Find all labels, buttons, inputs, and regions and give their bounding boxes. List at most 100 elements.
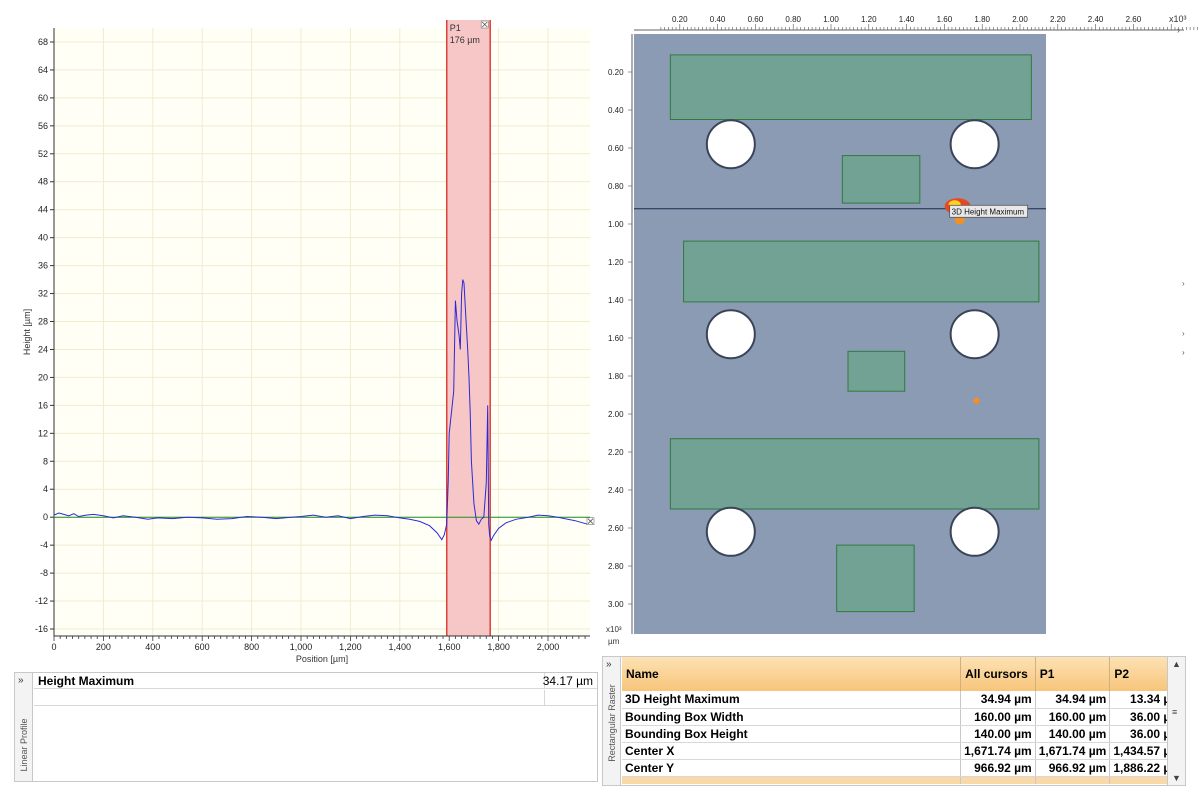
y-tick-label: 4 — [43, 484, 48, 494]
raster-tab-label: Rectangular Raster — [607, 684, 617, 762]
cursor-close-icon[interactable] — [480, 20, 489, 29]
analysis-region[interactable] — [841, 155, 921, 204]
x-tick-label: 1,600 — [438, 642, 461, 652]
x-tick-label: 1,800 — [487, 642, 510, 652]
y-tick-label: 20 — [38, 372, 48, 382]
surface-hole — [949, 119, 1000, 170]
row-cell-empty — [1035, 776, 1111, 784]
y-tick-label: 0.80 — [608, 182, 624, 191]
table-row[interactable]: Center Y 966.92 µm 966.92 µm 1,886.22 µm — [622, 759, 1185, 777]
surface-hole — [705, 506, 756, 557]
y-tick-label: -16 — [35, 624, 48, 634]
x-tick-label: 2.40 — [1088, 15, 1104, 24]
left-ruler: 0.20 0.40 0.60 0.80 1.00 1.20 1.40 1.60 1.80 2.00… — [608, 34, 633, 634]
edge-handle-icon[interactable]: › — [1182, 329, 1185, 338]
results-scrollbar[interactable]: ▲ ≡ ▼ — [1167, 657, 1185, 785]
header-name[interactable]: Name — [622, 657, 962, 691]
results-table: Name All cursors P1 P2 3D Height Maximum… — [622, 657, 1185, 784]
analysis-region[interactable] — [847, 350, 906, 392]
scroll-up-icon[interactable]: ▲ — [1172, 659, 1181, 669]
y-tick-label: 64 — [38, 65, 48, 75]
ruler-end-handle-icon[interactable]: › — [1177, 25, 1180, 35]
profile-chart[interactable]: 686460565248444036322824201612840-4-8-12… — [0, 0, 598, 672]
x-tick-label: 0 — [51, 642, 56, 652]
x-tick-label: 1.20 — [861, 15, 877, 24]
analysis-region[interactable] — [836, 544, 915, 613]
y-tick-label: 3.00 — [608, 600, 624, 609]
analysis-region[interactable] — [669, 438, 1040, 510]
x-tick-label: 1.80 — [974, 15, 990, 24]
x-tick-label: 2.00 — [1012, 15, 1028, 24]
x-tick-label: 600 — [195, 642, 210, 652]
linear-profile-results: » Linear Profile Height Maximum 34.17 µm — [14, 672, 598, 782]
x-tick-label: 400 — [145, 642, 160, 652]
row-all-cursors: 140.00 µm — [960, 725, 1036, 743]
y-tick-label: 0 — [43, 512, 48, 522]
y-tick-label: 52 — [38, 149, 48, 159]
row-all-cursors: 1,671.74 µm — [960, 742, 1036, 760]
surface-hole — [949, 309, 1000, 360]
expand-chevron-icon[interactable]: » — [18, 675, 24, 686]
plot-area[interactable] — [54, 28, 590, 636]
result-value: 34.17 µm — [542, 674, 593, 688]
y-tick-label: 68 — [38, 37, 48, 47]
row-all-cursors: 34.94 µm — [960, 691, 1036, 709]
annotation-box — [949, 204, 1029, 218]
y-tick-label: 40 — [38, 233, 48, 243]
table-row[interactable]: Bounding Box Height 140.00 µm 140.00 µm … — [622, 725, 1185, 743]
series-end-close-icon[interactable] — [586, 517, 595, 525]
profile-series — [53, 279, 595, 542]
x-unit-label: x10³ — [1169, 14, 1187, 24]
header-p1[interactable]: P1 — [1035, 657, 1111, 691]
y-tick-label: 48 — [38, 177, 48, 187]
raster-results: » Rectangular Raster Name All cursors P1… — [602, 656, 1186, 786]
hotspot-tail — [954, 216, 965, 225]
scroll-grip-icon[interactable]: ≡ — [1172, 707, 1178, 717]
table-row[interactable]: Center X 1,671.74 µm 1,671.74 µm 1,434.5… — [622, 742, 1185, 760]
table-row[interactable]: 3D Height Maximum 34.94 µm 34.94 µm 13.3… — [622, 691, 1185, 709]
row-name: Center Y — [622, 759, 962, 777]
y-tick-label: 1.20 — [608, 258, 624, 267]
row-name: Bounding Box Width — [622, 708, 962, 726]
edge-handle-icon[interactable]: › — [1182, 348, 1185, 357]
row-name: 3D Height Maximum — [622, 691, 962, 709]
x-tick-label: 0.40 — [710, 15, 726, 24]
y-tick-label: 1.40 — [608, 296, 624, 305]
scroll-down-icon[interactable]: ▼ — [1172, 773, 1181, 783]
profile-series-line — [53, 279, 588, 542]
x-tick-label: 1,400 — [389, 642, 412, 652]
row-all-cursors: 160.00 µm — [960, 708, 1036, 726]
row-p2: 1,434.57 µm — [1109, 742, 1185, 760]
result-row-empty — [34, 690, 597, 706]
x-tick-label: 1.60 — [937, 15, 953, 24]
analysis-region[interactable] — [669, 54, 1032, 120]
result-row-height-maximum[interactable]: Height Maximum 34.17 µm — [34, 673, 597, 689]
corner-unit-label: µm — [608, 637, 620, 646]
y-tick-label: -4 — [40, 540, 48, 550]
table-row[interactable]: Bounding Box Width 160.00 µm 160.00 µm 3… — [622, 708, 1185, 726]
edge-handle-icon[interactable]: › — [1182, 279, 1185, 288]
y-tick-label: 56 — [38, 121, 48, 131]
row-name: Center X — [622, 742, 962, 760]
linear-profile-tab-label: Linear Profile — [19, 718, 29, 772]
x-tick-label: 200 — [96, 642, 111, 652]
expand-chevron-icon[interactable]: » — [606, 659, 612, 670]
table-row-selected-empty[interactable] — [622, 776, 1185, 784]
cursor-p1-width: 176 µm — [450, 35, 480, 45]
profile-axes: 686460565248444036322824201612840-4-8-12… — [35, 28, 590, 652]
cursor-region-p1[interactable] — [445, 20, 491, 636]
raster-side-tab[interactable]: » Rectangular Raster — [603, 657, 621, 785]
analysis-region[interactable] — [683, 240, 1040, 303]
x-tick-label: 2.20 — [1050, 15, 1066, 24]
linear-profile-side-tab[interactable]: » Linear Profile — [15, 673, 33, 781]
header-all-cursors[interactable]: All cursors — [960, 657, 1036, 691]
surface-map[interactable]: 0.20 0.40 0.60 0.80 1.00 1.20 1.40 1.60 1.80 2.00… — [602, 0, 1200, 656]
top-ruler: 0.20 0.40 0.60 0.80 1.00 1.20 1.40 1.60 1.80 2.00… — [634, 15, 1198, 31]
x-tick-label: 1,200 — [339, 642, 362, 652]
y-tick-label: 12 — [38, 428, 48, 438]
y-tick-label: 1.80 — [608, 372, 624, 381]
y-tick-label: 2.80 — [608, 562, 624, 571]
y-tick-label: 16 — [38, 400, 48, 410]
y-tick-label: 32 — [38, 289, 48, 299]
x-tick-label: 800 — [244, 642, 259, 652]
